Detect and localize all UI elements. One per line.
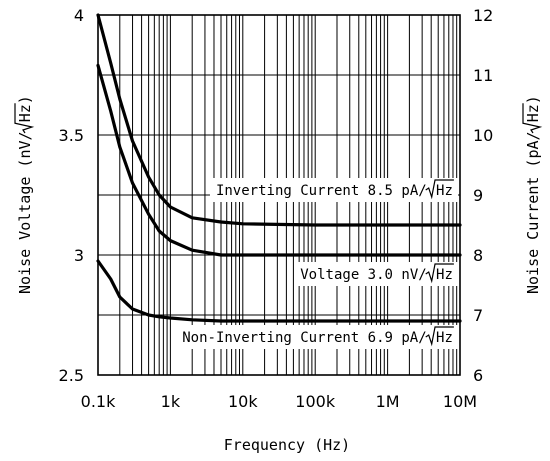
annotation-radicand: Hz bbox=[436, 183, 453, 199]
left-y-tick-label: 2.5 bbox=[59, 366, 84, 385]
annotation-label: Voltage 3.0 nV/ bbox=[300, 267, 426, 283]
annotation-label: Non-Inverting Current 6.9 pA/ bbox=[182, 330, 426, 346]
right-y-tick-label: 8 bbox=[473, 246, 483, 265]
series-line bbox=[96, 13, 462, 227]
axis-title-radicand: Hz) bbox=[524, 95, 542, 122]
annotation-radicand: Hz bbox=[436, 330, 453, 346]
left-y-tick-label: 4 bbox=[74, 6, 84, 25]
x-tick-label: 100k bbox=[295, 392, 336, 411]
sqrt-symbol bbox=[425, 179, 454, 200]
plot-frame bbox=[97, 14, 461, 376]
annotations: Inverting Current 8.5 pA/Hz Voltage 3.0 n… bbox=[176, 178, 459, 349]
right-y-tick-label: 11 bbox=[473, 66, 493, 85]
right-y-tick-label: 6 bbox=[473, 366, 483, 385]
right-y-tick-label: 7 bbox=[473, 306, 483, 325]
x-tick-label: 10M bbox=[443, 392, 477, 411]
x-tick-label: 1M bbox=[376, 392, 400, 411]
axis-title-radicand: Hz) bbox=[16, 95, 34, 122]
annotation-label: Inverting Current 8.5 pA/ bbox=[216, 183, 427, 199]
left-y-axis-title: Noise Voltage (nV/ bbox=[16, 131, 34, 294]
right-y-axis-title: Noise Current (pA/ bbox=[524, 131, 542, 294]
annotation-radicand: Hz bbox=[436, 267, 453, 283]
series-layer bbox=[96, 13, 462, 323]
right-y-tick-label: 9 bbox=[473, 186, 483, 205]
annotation-background bbox=[294, 262, 458, 286]
annotation-background bbox=[209, 178, 458, 202]
sqrt-symbol bbox=[425, 326, 454, 347]
x-tick-label: 0.1k bbox=[81, 392, 116, 411]
sqrt-symbol bbox=[425, 263, 454, 284]
axis-title-sqrt-symbol bbox=[522, 103, 543, 134]
left-y-tick-label: 3 bbox=[74, 246, 84, 265]
right-y-tick-label: 12 bbox=[473, 6, 493, 25]
x-tick-label: 10k bbox=[228, 392, 258, 411]
x-axis-title: Frequency (Hz) bbox=[224, 436, 350, 454]
axis-title-sqrt-symbol bbox=[14, 103, 35, 134]
left-y-tick-label: 3.5 bbox=[59, 126, 84, 145]
x-tick-label: 1k bbox=[161, 392, 181, 411]
annotation-background bbox=[176, 325, 459, 349]
series-line bbox=[96, 259, 462, 323]
right-y-tick-label: 10 bbox=[473, 126, 493, 145]
tick-labels: 0.1k 1k 10k 100k 1M 10M 2.5 3 3.5 4 6 7 8 9 10 11 12 bbox=[59, 6, 494, 411]
series-line bbox=[96, 63, 462, 257]
